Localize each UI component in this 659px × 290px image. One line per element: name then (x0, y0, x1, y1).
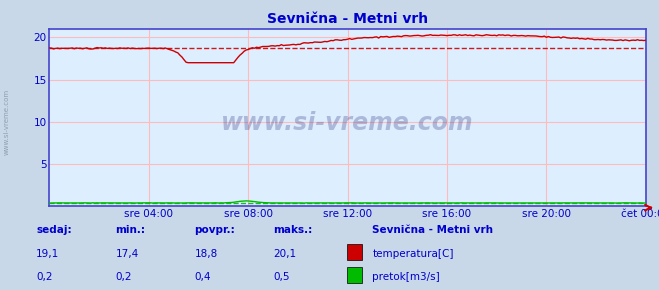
Text: 20,1: 20,1 (273, 249, 297, 259)
Text: pretok[m3/s]: pretok[m3/s] (372, 272, 440, 282)
Text: 17,4: 17,4 (115, 249, 138, 259)
Text: 0,4: 0,4 (194, 272, 211, 282)
Text: www.si-vreme.com: www.si-vreme.com (221, 111, 474, 135)
Text: maks.:: maks.: (273, 225, 313, 235)
Text: 18,8: 18,8 (194, 249, 217, 259)
Text: sedaj:: sedaj: (36, 225, 72, 235)
Text: Sevnična - Metni vrh: Sevnična - Metni vrh (372, 225, 494, 235)
Title: Sevnična - Metni vrh: Sevnična - Metni vrh (267, 12, 428, 26)
Text: povpr.:: povpr.: (194, 225, 235, 235)
Text: www.si-vreme.com: www.si-vreme.com (3, 89, 9, 155)
Text: 0,5: 0,5 (273, 272, 290, 282)
Text: 0,2: 0,2 (115, 272, 132, 282)
Text: 19,1: 19,1 (36, 249, 59, 259)
Text: 0,2: 0,2 (36, 272, 53, 282)
Text: min.:: min.: (115, 225, 146, 235)
Text: temperatura[C]: temperatura[C] (372, 249, 454, 259)
